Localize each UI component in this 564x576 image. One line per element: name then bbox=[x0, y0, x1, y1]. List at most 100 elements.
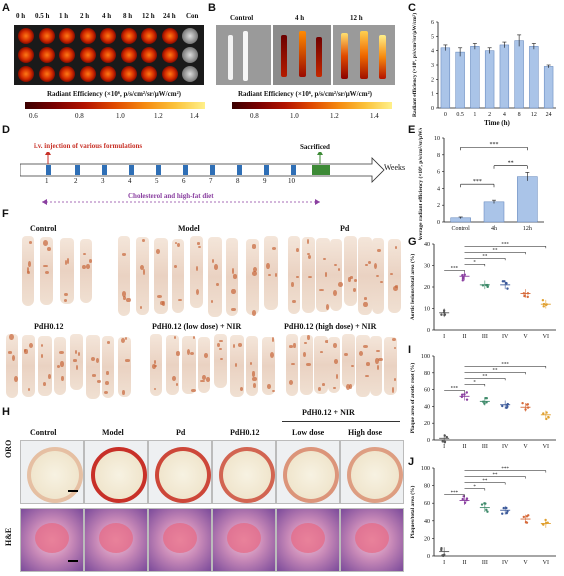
lesion-spot bbox=[364, 297, 368, 300]
lesion-spot bbox=[12, 354, 16, 361]
lesion-spot bbox=[121, 291, 127, 298]
lesion-spot bbox=[271, 337, 275, 342]
lesion-spot bbox=[174, 264, 178, 268]
lesion-spot bbox=[332, 343, 337, 348]
well bbox=[100, 28, 116, 44]
lesion-spot bbox=[82, 264, 87, 270]
lesion-spot bbox=[142, 238, 146, 243]
x-tick-label: VI bbox=[543, 334, 549, 340]
bar bbox=[483, 201, 505, 223]
bar bbox=[514, 40, 524, 109]
lesion-spot bbox=[90, 356, 96, 362]
aorta-specimen bbox=[314, 336, 330, 394]
significance-label: *** bbox=[501, 242, 509, 247]
week-number: 9 bbox=[263, 177, 267, 185]
timeline bbox=[20, 152, 385, 205]
y-axis-label: Plaque area of arotic root (%) bbox=[409, 363, 416, 434]
aorta-specimen bbox=[154, 238, 168, 314]
aorta-specimen bbox=[136, 237, 149, 315]
lesion-spot bbox=[270, 352, 275, 358]
y-tick-label: 4 bbox=[437, 186, 440, 192]
data-point bbox=[501, 512, 504, 515]
significance-label: ** bbox=[493, 369, 499, 374]
lesion-spot bbox=[43, 240, 49, 246]
lesion-spot bbox=[216, 283, 220, 287]
oro-stain-section bbox=[340, 440, 404, 504]
scale-bar bbox=[68, 560, 78, 562]
well bbox=[59, 28, 75, 44]
lesion-spot bbox=[307, 275, 313, 279]
group-label-pdh: PdH0.12 bbox=[34, 322, 64, 331]
lesion-spot bbox=[218, 339, 223, 343]
data-point bbox=[505, 506, 508, 510]
lesion-spot bbox=[306, 238, 309, 244]
y-axis-label: Average radiant efficiency (×10⁶, p/s/cm… bbox=[417, 128, 424, 240]
panel-b-label-4h: 4 h bbox=[295, 14, 305, 22]
vessel-cross-section bbox=[155, 447, 211, 503]
hist-col-pdh: PdH0.12 bbox=[230, 428, 260, 437]
panel-d-letter: D bbox=[2, 124, 10, 136]
lesion-spot bbox=[349, 384, 352, 390]
lesion-spot bbox=[377, 248, 381, 253]
lesion-spot bbox=[302, 351, 307, 358]
well-plate-image bbox=[14, 25, 204, 85]
vessel-lumen bbox=[35, 523, 69, 553]
y-tick-label: 0 bbox=[427, 438, 430, 444]
vessel-lumen bbox=[227, 523, 261, 553]
lesion-spot bbox=[95, 358, 99, 364]
time-label: 0.5 h bbox=[35, 12, 50, 20]
lesion-spot bbox=[393, 377, 396, 382]
data-point bbox=[480, 503, 484, 506]
lesion-spot bbox=[64, 292, 68, 296]
y-tick-label: 2 bbox=[437, 203, 440, 209]
lesion-spot bbox=[203, 352, 209, 358]
lesion-spot bbox=[378, 357, 383, 362]
lesion-spot bbox=[274, 273, 277, 277]
aorta-specimen bbox=[6, 334, 18, 398]
lesion-spot bbox=[75, 349, 78, 354]
lesion-spot bbox=[307, 254, 312, 259]
panel-b-colorbar bbox=[232, 102, 392, 109]
injection-label: i.v. injection of various formulations bbox=[34, 142, 143, 150]
data-point bbox=[461, 276, 465, 279]
y-tick-label: 80 bbox=[424, 484, 430, 490]
lesion-spot bbox=[359, 351, 364, 356]
lesion-spot bbox=[42, 381, 47, 386]
aorta-specimen bbox=[80, 239, 92, 303]
aorta-specimen bbox=[70, 334, 83, 390]
well bbox=[100, 66, 116, 82]
aorta-specimen bbox=[54, 337, 66, 395]
y-axis-label: Radiant efficiency (×10⁶, p/s/cm²/sr/μW/… bbox=[411, 13, 418, 117]
lesion-spot bbox=[28, 343, 33, 348]
data-point bbox=[542, 412, 545, 415]
lesion-spot bbox=[105, 380, 109, 385]
time-label: 0 h bbox=[16, 12, 26, 20]
lesion-spot bbox=[198, 245, 201, 248]
significance-label: *** bbox=[451, 491, 459, 496]
aorta-specimen bbox=[102, 336, 114, 398]
well-control bbox=[182, 28, 198, 44]
lesion-spot bbox=[363, 344, 368, 349]
lesion-spot bbox=[56, 364, 60, 368]
well bbox=[38, 66, 55, 82]
data-point bbox=[506, 287, 509, 290]
lesion-spot bbox=[271, 247, 276, 250]
lesion-spot bbox=[332, 289, 337, 296]
colorbar-tick: 1.0 bbox=[290, 112, 299, 120]
oro-stain-section bbox=[276, 440, 340, 504]
lesion-spot bbox=[266, 262, 270, 269]
well bbox=[120, 66, 137, 82]
y-tick-label: 4 bbox=[431, 49, 434, 55]
lesion-spot bbox=[231, 307, 236, 312]
lesion-spot bbox=[348, 276, 351, 282]
significance-label: ** bbox=[482, 479, 488, 484]
he-stain-section bbox=[20, 508, 84, 572]
vessel-lumen bbox=[291, 523, 325, 553]
group-label-pd: Pd bbox=[340, 224, 350, 233]
aorta-specimen bbox=[226, 238, 238, 316]
well bbox=[18, 47, 34, 63]
lesion-spot bbox=[365, 362, 371, 366]
lesion-spot bbox=[123, 296, 127, 301]
panel-j-letter: J bbox=[408, 456, 415, 468]
